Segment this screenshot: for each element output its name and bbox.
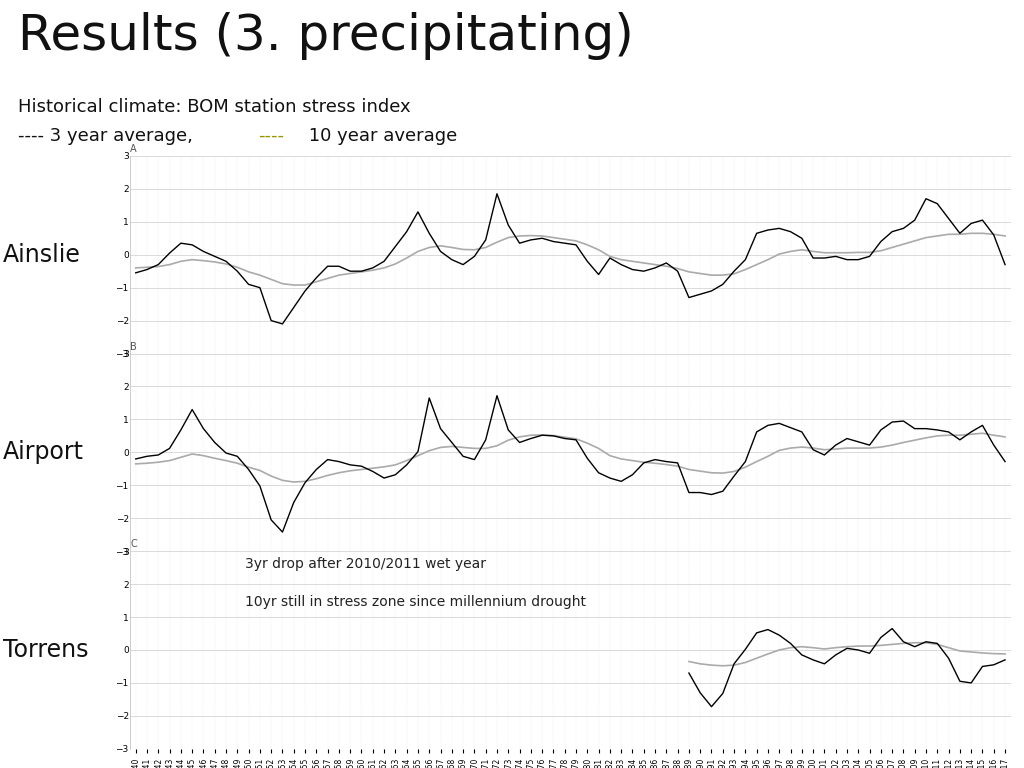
Text: Ainslie: Ainslie [3, 243, 81, 267]
Text: Airport: Airport [3, 440, 84, 465]
Text: B: B [130, 342, 137, 352]
Text: 3yr drop after 2010/2011 wet year: 3yr drop after 2010/2011 wet year [245, 557, 485, 571]
Text: A: A [130, 144, 136, 154]
Text: C: C [130, 539, 137, 549]
Text: 10yr still in stress zone since millennium drought: 10yr still in stress zone since millenni… [245, 594, 586, 609]
Text: Historical climate: BOM station stress index: Historical climate: BOM station stress i… [18, 98, 411, 116]
Text: Results (3. precipitating): Results (3. precipitating) [18, 12, 634, 60]
Text: Torrens: Torrens [3, 637, 88, 662]
Text: 10 year average: 10 year average [303, 127, 458, 144]
Text: ----: ---- [258, 127, 284, 144]
Text: ---- 3 year average,: ---- 3 year average, [18, 127, 194, 144]
